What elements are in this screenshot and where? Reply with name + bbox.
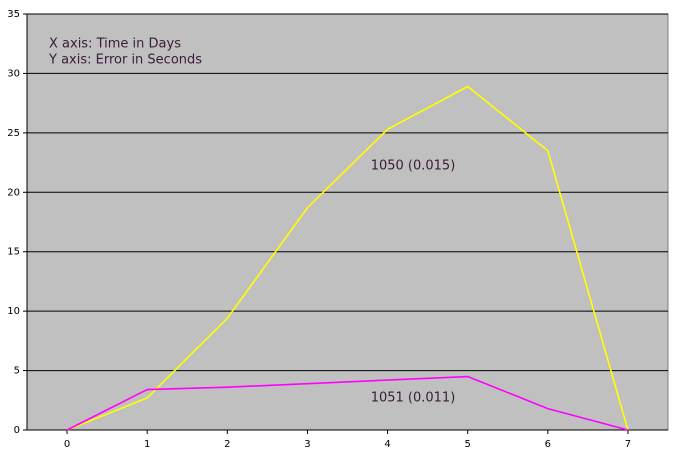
plot-area — [26, 13, 669, 431]
x-tick-label: 0 — [64, 439, 70, 450]
y-tick-label: 15 — [7, 247, 20, 258]
x-tick-label: 6 — [545, 439, 551, 450]
y-tick-label: 30 — [7, 68, 20, 79]
annotation: Y axis: Error in Seconds — [48, 53, 202, 68]
x-tick-label: 5 — [465, 439, 471, 450]
line-series — [66, 85, 629, 431]
y-tick-label: 25 — [7, 128, 20, 139]
x-tick-label: 1 — [144, 439, 150, 450]
y-tick-label: 0 — [14, 425, 20, 436]
x-tick-label: 2 — [224, 439, 230, 450]
line-series — [66, 375, 629, 431]
series-label: 1051 (0.011) — [371, 391, 456, 406]
y-tick-label: 10 — [7, 306, 20, 317]
series-label: 1050 (0.015) — [371, 159, 456, 174]
x-tick-label: 4 — [384, 439, 390, 450]
x-tick-label: 7 — [625, 439, 631, 450]
y-tick-label: 5 — [14, 366, 20, 377]
y-tick-label: 35 — [7, 9, 20, 20]
annotation: X axis: Time in Days — [49, 37, 181, 52]
x-tick-label: 3 — [304, 439, 310, 450]
y-tick-label: 20 — [7, 187, 20, 198]
